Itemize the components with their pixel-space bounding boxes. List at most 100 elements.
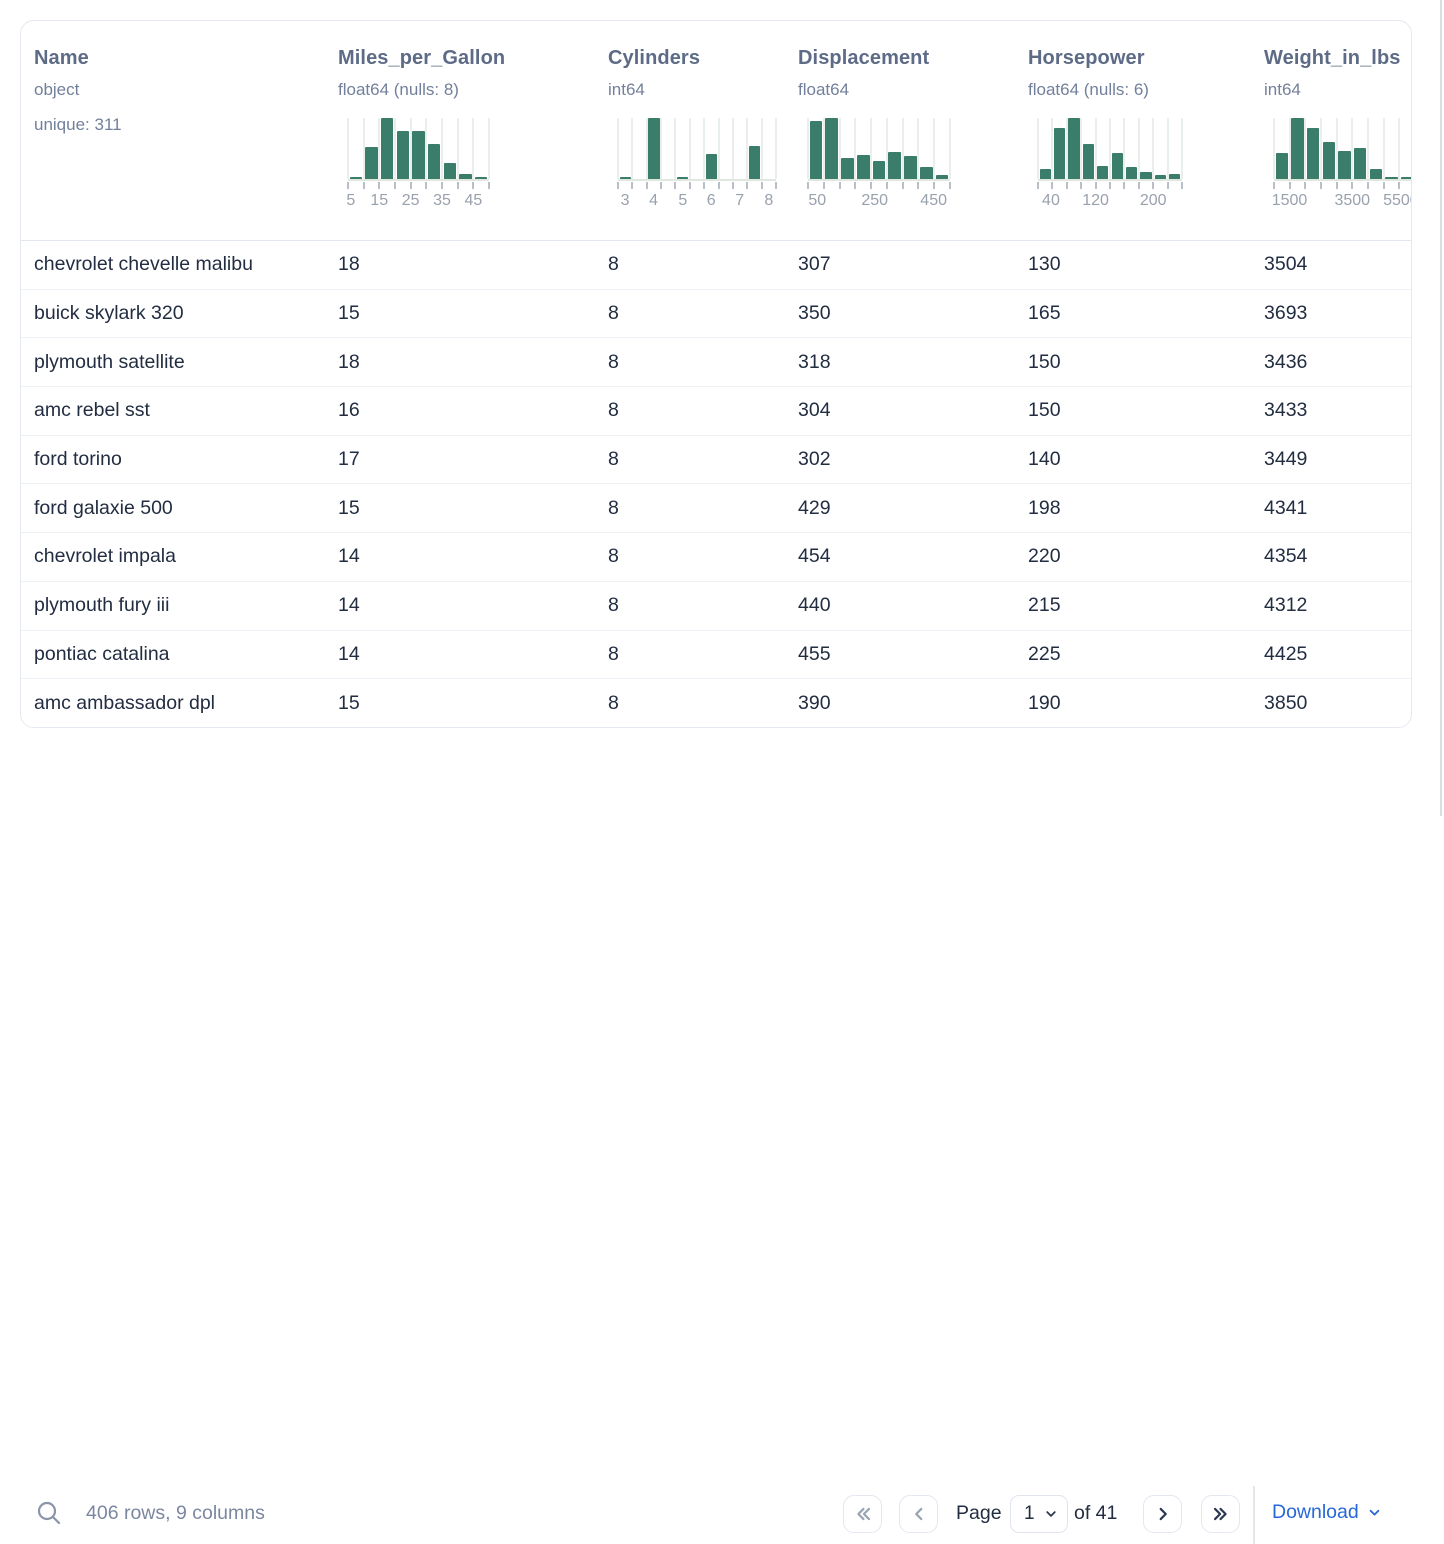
axis-tick [1335,182,1338,189]
previous-page-button[interactable] [899,1495,938,1533]
axis-tick [1288,182,1291,189]
histogram-bar [872,161,886,179]
histogram-gridline [1398,118,1401,179]
histogram-gridline [1304,118,1307,179]
histogram-horsepower: 40 120 200 [1037,118,1183,212]
axis-tick-label: 120 [1082,192,1109,209]
histogram-gridline [378,118,381,179]
histogram-bar [349,177,363,179]
histogram-gridline [838,118,841,179]
table-row[interactable]: buick skylark 320 15 8 350 165 3693 [21,289,1411,339]
histogram-gridline [409,118,412,179]
axis-tick [1051,182,1054,189]
table-cell: 8 [608,253,619,276]
chevron-down-icon [1042,1505,1060,1523]
column-title: Displacement [798,47,930,69]
axis-tick [1351,182,1354,189]
histogram-axis-labels: 50 250 450 [808,192,950,212]
histogram-displacement: 50 250 450 [807,118,951,212]
table-row[interactable]: amc ambassador dpl 15 8 390 190 3850 [21,679,1411,727]
axis-tick [645,182,648,189]
table-cell: 4341 [1264,496,1308,519]
axis-tick [660,182,663,189]
column-dtype: float64 [798,80,850,99]
histogram-gridline [645,118,648,179]
search-icon[interactable] [36,1499,64,1527]
histogram-plot [1037,118,1183,181]
histogram-gridline [703,118,706,179]
axis-tick [617,182,619,189]
table-row[interactable]: plymouth fury iii 14 8 440 215 4312 [21,581,1411,631]
column-header-horsepower[interactable]: Horsepower float64 (nulls: 6) 40 120 200 [1015,21,1251,240]
page-number-select[interactable]: 1 [1010,1495,1068,1533]
histogram-bar [396,131,410,179]
next-page-button[interactable] [1143,1495,1182,1533]
column-header-name[interactable]: Name object unique: 311 [21,21,325,240]
histogram-gridline [1335,118,1338,179]
histogram-gridline [949,118,951,179]
table-cell: 225 [1028,642,1061,665]
histogram-bar [1400,177,1411,179]
column-header-miles-per-gallon[interactable]: Miles_per_Gallon float64 (nulls: 8) 5 15 2… [325,21,595,240]
axis-tick-label: 3500 [1334,192,1371,209]
table-row[interactable]: amc rebel sst 16 8 304 150 3433 [21,387,1411,436]
table-row[interactable]: chevrolet chevelle malibu 18 8 307 130 3504 [21,241,1411,290]
axis-tick [347,182,349,189]
column-header-weight-in-lbs[interactable]: Weight_in_lbs int64 1500 3500 5500 [1251,21,1411,240]
histogram-bar [919,167,933,179]
table-row[interactable]: ford torino 17 8 302 140 3449 [21,435,1411,485]
axis-tick-label: 200 [1139,192,1167,209]
table-cell: plymouth fury iii [34,594,170,617]
histogram-gridline [488,118,490,179]
histogram-gridline [885,118,888,179]
download-button[interactable]: Download [1272,1501,1383,1524]
table-cell: 8 [608,350,619,373]
table-cell: 18 [338,350,360,373]
axis-tick [1094,182,1097,189]
table-row[interactable]: ford galaxie 500 15 8 429 198 4341 [21,484,1411,534]
histogram-weight-in-lbs: 1500 3500 5500 [1272,118,1411,212]
last-page-button[interactable] [1201,1495,1240,1533]
histogram-ticks [1273,181,1411,189]
table-cell: ford torino [34,448,122,471]
table-cell: 14 [338,545,360,568]
table-cell: 8 [608,545,619,568]
axis-tick [760,182,763,189]
histogram-plot [807,118,951,181]
histogram-gridline [688,118,691,179]
histogram-gridline [1351,118,1354,179]
table-row[interactable]: pontiac catalina 14 8 455 225 4425 [21,630,1411,680]
histogram-bar [1140,172,1152,179]
data-explorer-page: { "columns": [ {"name":"Name","dtype":"o… [20,0,1442,1544]
axis-tick [631,182,634,189]
table-cell: 215 [1028,594,1061,617]
table-row[interactable]: plymouth satellite 18 8 318 150 3436 [21,338,1411,388]
histogram-bar [748,146,761,179]
first-page-button[interactable] [843,1495,882,1533]
table-cell: 18 [338,253,360,276]
histogram-axis-labels: 3 4 5 6 7 8 [618,192,776,212]
axis-tick [717,182,720,189]
histogram-gridline [854,118,857,179]
download-label: Download [1272,1501,1359,1523]
table-row[interactable]: chevrolet impala 14 8 454 220 4354 [21,533,1411,582]
table-cell: chevrolet impala [34,545,176,568]
table-cell: 150 [1028,399,1061,422]
axis-tick [1123,182,1126,189]
histogram-gridline [917,118,920,179]
histogram-gridline [1320,118,1322,179]
axis-tick [488,182,490,189]
histogram-bar [1306,128,1320,179]
histogram-bar [1082,144,1095,179]
axis-tick-label: 40 [1042,192,1060,209]
histogram-bar [676,177,689,179]
axis-tick-label: 5 [346,192,356,209]
column-dtype: float64 (nulls: 6) [1028,80,1149,99]
axis-tick-label: 8 [764,192,774,209]
column-header-cylinders[interactable]: Cylinders int64 3 4 5 6 7 8 [595,21,785,240]
histogram-ticks [347,181,490,189]
column-header-displacement[interactable]: Displacement float64 50 250 450 [785,21,1015,240]
table-cell: 140 [1028,448,1061,471]
axis-tick-label: 15 [370,192,389,209]
histogram-bar [1275,153,1289,179]
